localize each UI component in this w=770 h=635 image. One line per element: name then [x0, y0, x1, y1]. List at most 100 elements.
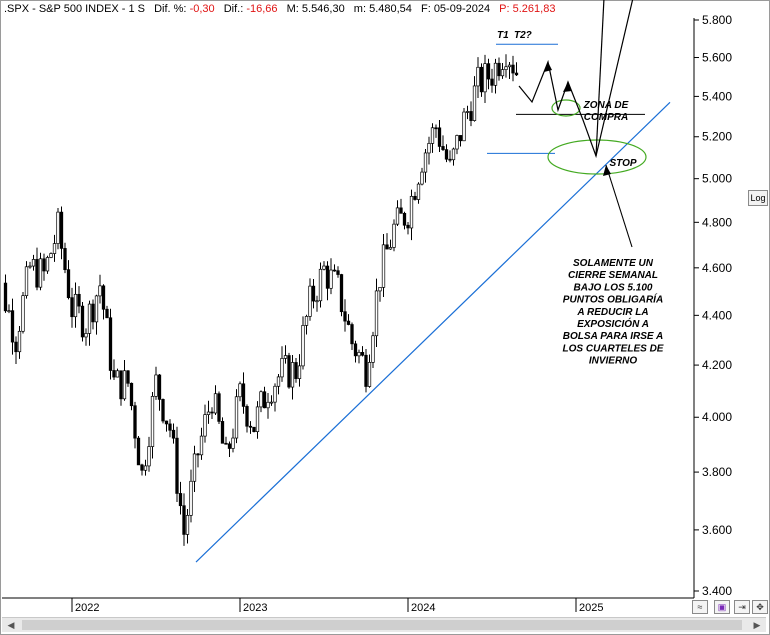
- y-tick-label: 5.800: [702, 13, 732, 27]
- candle-body: [178, 493, 183, 507]
- candle-body: [378, 286, 382, 292]
- label-t1: T1: [497, 30, 509, 41]
- dif-label: Dif.:: [223, 3, 244, 15]
- candle-body: [280, 358, 284, 378]
- candle-body: [206, 411, 211, 415]
- candle-body: [458, 135, 463, 142]
- candle-body: [157, 374, 162, 400]
- arrow-head: [563, 82, 572, 92]
- candle-body: [437, 127, 442, 147]
- candle-body: [483, 63, 487, 93]
- dif-pct-label: Dif. %:: [154, 3, 187, 15]
- symbol-title: .SPX - S&P 500 INDEX - 1 S: [4, 3, 146, 15]
- scroll-end-icon[interactable]: ⇥: [734, 600, 750, 614]
- candle-body: [423, 152, 428, 173]
- y-tick-label: 5.600: [702, 51, 732, 65]
- candle-body: [273, 385, 277, 403]
- candle-body: [84, 333, 88, 338]
- candle-body: [21, 295, 25, 332]
- candle-body: [325, 265, 330, 289]
- candle-body: [451, 148, 456, 161]
- candle-body: [444, 149, 449, 160]
- candle-body: [392, 223, 396, 248]
- date-value: 05-09-2024: [433, 3, 491, 15]
- candle-body: [35, 259, 39, 288]
- candle-body: [462, 111, 466, 142]
- chart-header: .SPX - S&P 500 INDEX - 1 S Dif. %: -0,30…: [4, 3, 555, 15]
- candle-body: [77, 293, 81, 307]
- candle-body: [105, 308, 109, 319]
- candle-body: [399, 207, 403, 214]
- candle-body: [486, 63, 491, 80]
- label-t2: T2?: [514, 30, 532, 41]
- candle-body: [367, 362, 372, 387]
- scroll-thumb[interactable]: [22, 620, 742, 630]
- candle-body: [3, 282, 8, 312]
- candle-body: [175, 437, 179, 494]
- candle-body: [199, 435, 204, 456]
- candle-body: [14, 341, 18, 353]
- candle-body: [497, 62, 501, 77]
- horizontal-scrollbar[interactable]: ◀ ▶: [2, 617, 766, 632]
- candle-body: [388, 247, 393, 250]
- y-tick-label: 4.000: [702, 410, 732, 424]
- candle-body: [469, 111, 473, 121]
- candle-body: [252, 426, 256, 433]
- candle-body: [182, 505, 186, 535]
- candle-body: [7, 310, 11, 313]
- candle-body: [381, 244, 386, 288]
- candle-body: [507, 64, 512, 68]
- scroll-right-icon[interactable]: ▶: [753, 620, 761, 630]
- candle-body: [346, 320, 351, 325]
- chart-type-icon[interactable]: ≈: [692, 600, 708, 614]
- candle-body: [395, 207, 400, 225]
- candle-body: [52, 243, 57, 254]
- candle-body: [185, 515, 190, 535]
- candle-body: [353, 343, 358, 357]
- candle-body: [115, 370, 120, 378]
- candle-body: [108, 317, 113, 371]
- candle-body: [357, 352, 361, 357]
- candle-body: [245, 406, 249, 427]
- candle-body: [269, 401, 274, 404]
- candle-body: [301, 325, 305, 367]
- save-icon[interactable]: ▣: [714, 600, 730, 614]
- candle-body: [308, 285, 312, 317]
- x-axis: 2022 2023 2024 2025: [71, 598, 603, 614]
- log-scale-button[interactable]: Log: [748, 190, 768, 206]
- candle-body: [126, 370, 130, 384]
- max-value: 5.546,30: [301, 3, 345, 15]
- support-trendline: [195, 101, 671, 563]
- y-tick-label: 5.400: [702, 89, 732, 103]
- label-zona-compra: ZONA DE: [583, 100, 629, 111]
- candle-body: [234, 396, 239, 439]
- candle-body: [196, 453, 200, 456]
- x-tick-label: 2022: [75, 602, 99, 614]
- candle-body: [143, 465, 148, 471]
- candle-body: [217, 393, 221, 422]
- y-tick-label: 3.400: [702, 584, 732, 598]
- settings-icon[interactable]: ✥: [752, 600, 768, 614]
- candle-body: [31, 259, 36, 267]
- candle-body: [371, 335, 375, 363]
- candle-body: [287, 355, 291, 388]
- candlestick-series: [3, 54, 519, 546]
- candle-body: [154, 374, 158, 397]
- projection-path: [518, 0, 634, 159]
- candle-body: [315, 300, 319, 303]
- dif-pct-value: -0,30: [189, 3, 215, 15]
- y-axis: 5.800 5.600 5.400 5.200 5.000 4.800 4.600 4.400…: [694, 13, 732, 598]
- date-label: F:: [420, 3, 431, 15]
- candle-body: [224, 442, 228, 445]
- max-label: M:: [286, 3, 299, 15]
- scroll-left-icon[interactable]: ◀: [7, 620, 15, 630]
- candle-body: [161, 399, 165, 422]
- price-label: P:: [499, 3, 510, 15]
- candle-body: [98, 285, 102, 297]
- candle-body: [49, 253, 53, 258]
- note-line: BAJO LOS 5.100: [574, 282, 653, 293]
- candle-body: [409, 195, 414, 229]
- candle-body: [290, 362, 295, 388]
- candle-body: [511, 64, 515, 74]
